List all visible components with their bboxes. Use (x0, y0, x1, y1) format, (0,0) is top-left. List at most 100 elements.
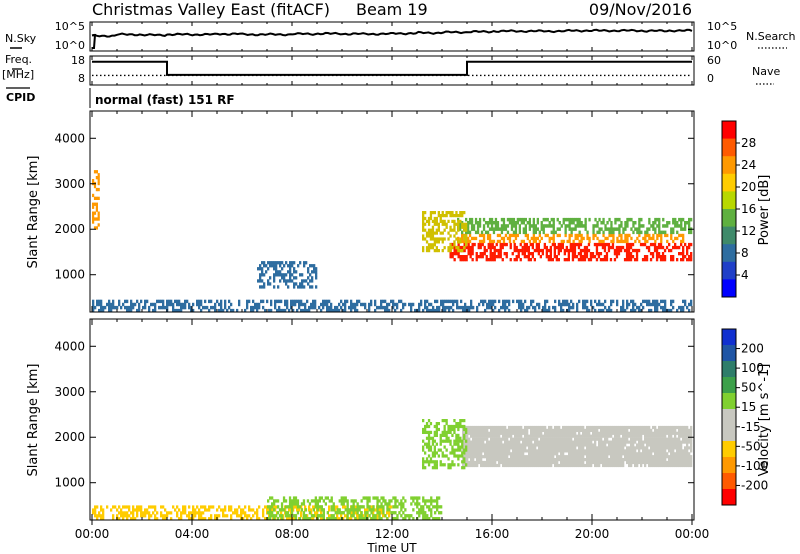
data-cell (500, 458, 503, 462)
data-cell (634, 446, 637, 450)
data-cell (555, 255, 558, 259)
data-cell (486, 305, 489, 310)
data-cell (554, 460, 557, 465)
data-cell (642, 455, 645, 459)
data-cell (261, 285, 264, 289)
data-cell (594, 425, 597, 430)
data-cell (344, 308, 347, 313)
data-cell (608, 305, 611, 310)
data-cell (588, 431, 591, 435)
data-cell (438, 505, 441, 509)
data-cell (562, 428, 565, 432)
data-cell (412, 508, 415, 512)
data-cell (482, 236, 486, 241)
data-cell (190, 305, 193, 310)
data-cell (551, 242, 554, 247)
data-cell (642, 428, 645, 432)
data-cell (346, 499, 349, 503)
data-cell (483, 252, 486, 256)
data-cell (136, 511, 139, 515)
data-cell (92, 193, 95, 198)
data-cell (656, 458, 659, 462)
data-cell (258, 305, 261, 310)
data-cell (594, 452, 597, 456)
data-cell (498, 455, 501, 459)
data-cell (376, 514, 379, 518)
data-cell (530, 455, 533, 459)
data-cell (378, 508, 381, 512)
data-cell (572, 239, 575, 244)
data-cell (491, 245, 494, 250)
data-cell (502, 458, 505, 462)
data-cell (98, 511, 101, 515)
data-cell (504, 446, 507, 450)
data-cell (600, 425, 603, 430)
data-cell (525, 248, 528, 253)
data-cell (537, 242, 540, 247)
data-cell (594, 434, 597, 438)
data-cell (582, 428, 585, 432)
data-cell (594, 428, 597, 432)
data-cell (309, 273, 312, 277)
data-cell (574, 233, 577, 238)
data-cell (536, 437, 539, 441)
data-cell (568, 224, 571, 228)
data-cell (356, 502, 359, 506)
data-cell (518, 434, 521, 438)
data-cell (320, 514, 323, 518)
data-cell (628, 449, 631, 453)
data-cell (556, 233, 559, 238)
data-cell (622, 443, 625, 447)
data-cell (261, 273, 264, 277)
data-cell (422, 460, 425, 464)
data-cell (659, 258, 663, 262)
data-cell (172, 302, 175, 307)
data-cell (476, 455, 479, 459)
data-cell (526, 305, 529, 310)
data-cell (601, 258, 605, 262)
data-cell (538, 455, 541, 459)
data-cell (451, 255, 454, 259)
data-cell (674, 437, 677, 441)
data-cell (314, 505, 317, 509)
data-cell (298, 305, 301, 310)
data-cell (259, 264, 262, 268)
data-cell (634, 302, 637, 307)
data-cell (552, 458, 555, 462)
data-cell (528, 221, 531, 225)
data-cell (688, 440, 691, 444)
data-cell (388, 502, 391, 506)
data-cell (514, 443, 517, 447)
data-cell (580, 458, 583, 462)
data-cell (378, 305, 381, 310)
data-cell (657, 255, 661, 259)
data-cell (152, 505, 155, 509)
data-cell (502, 463, 505, 468)
data-cell (566, 440, 569, 444)
data-cell (530, 299, 533, 304)
data-cell (486, 440, 489, 444)
data-cell (439, 219, 442, 223)
data-cell (568, 455, 571, 459)
data-cell (612, 449, 615, 453)
data-cell (188, 517, 191, 521)
data-cell (430, 511, 433, 515)
data-cell (546, 460, 549, 465)
data-cell (536, 449, 539, 453)
data-cell (252, 308, 255, 313)
data-cell (441, 214, 444, 218)
data-cell (497, 248, 500, 253)
data-cell (594, 449, 597, 453)
data-cell (674, 446, 677, 450)
data-cell (465, 240, 468, 244)
data-cell (384, 502, 387, 506)
data-cell (572, 305, 575, 310)
data-cell (682, 239, 685, 244)
data-cell (648, 233, 651, 238)
data-cell (447, 463, 450, 467)
data-cell (670, 425, 673, 430)
data-cell (506, 431, 509, 435)
data-cell (522, 443, 525, 447)
data-cell (422, 222, 425, 226)
data-cell (594, 437, 597, 441)
